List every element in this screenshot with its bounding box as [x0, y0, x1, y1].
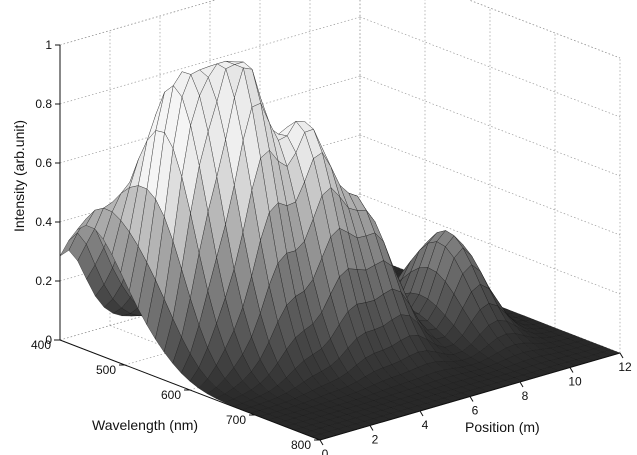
- surface: [59, 61, 621, 441]
- z-tick-label: 0.8: [35, 97, 52, 111]
- grid-line: [59, 16, 361, 105]
- grid-line: [59, 0, 217, 46]
- x-tick-label: 10: [568, 375, 582, 389]
- y-tick-label: 400: [31, 338, 51, 352]
- axes: 0 2 4 6 8 10 12 400 500 600 700 800 0 0.2 0.4 0.6 0.8 1: [31, 38, 632, 455]
- x-tick-label: 2: [372, 433, 379, 447]
- z-tick-label: 1: [45, 38, 52, 52]
- y-tick-label: 500: [96, 363, 116, 377]
- z-axis-label: Intensity (arb.unit): [11, 120, 27, 232]
- y-tick-label: 600: [161, 388, 181, 402]
- x-tick: [469, 396, 474, 402]
- z-tick-label: 0.2: [35, 274, 52, 288]
- x-tick-label: 12: [618, 360, 632, 374]
- y-tick-label: 800: [291, 438, 311, 452]
- z-tick-label: 0: [45, 333, 52, 347]
- x-tick-label: 0: [322, 447, 329, 455]
- z-tick-label: 0.4: [35, 215, 52, 229]
- x-tick-label: 4: [422, 418, 429, 432]
- y-tick-label: 700: [226, 413, 246, 427]
- x-tick: [519, 381, 524, 388]
- x-tick: [619, 352, 624, 359]
- x-tick-label: 8: [522, 389, 529, 403]
- z-tick-label: 0.6: [35, 156, 52, 170]
- x-tick: [369, 425, 374, 431]
- x-tick: [419, 410, 424, 417]
- x-tick: [569, 367, 574, 373]
- x-axis-label: Position (m): [465, 419, 540, 435]
- x-tick-label: 6: [472, 404, 479, 418]
- x-tick: [319, 439, 324, 446]
- y-axis-label: Wavelength (nm): [92, 417, 198, 433]
